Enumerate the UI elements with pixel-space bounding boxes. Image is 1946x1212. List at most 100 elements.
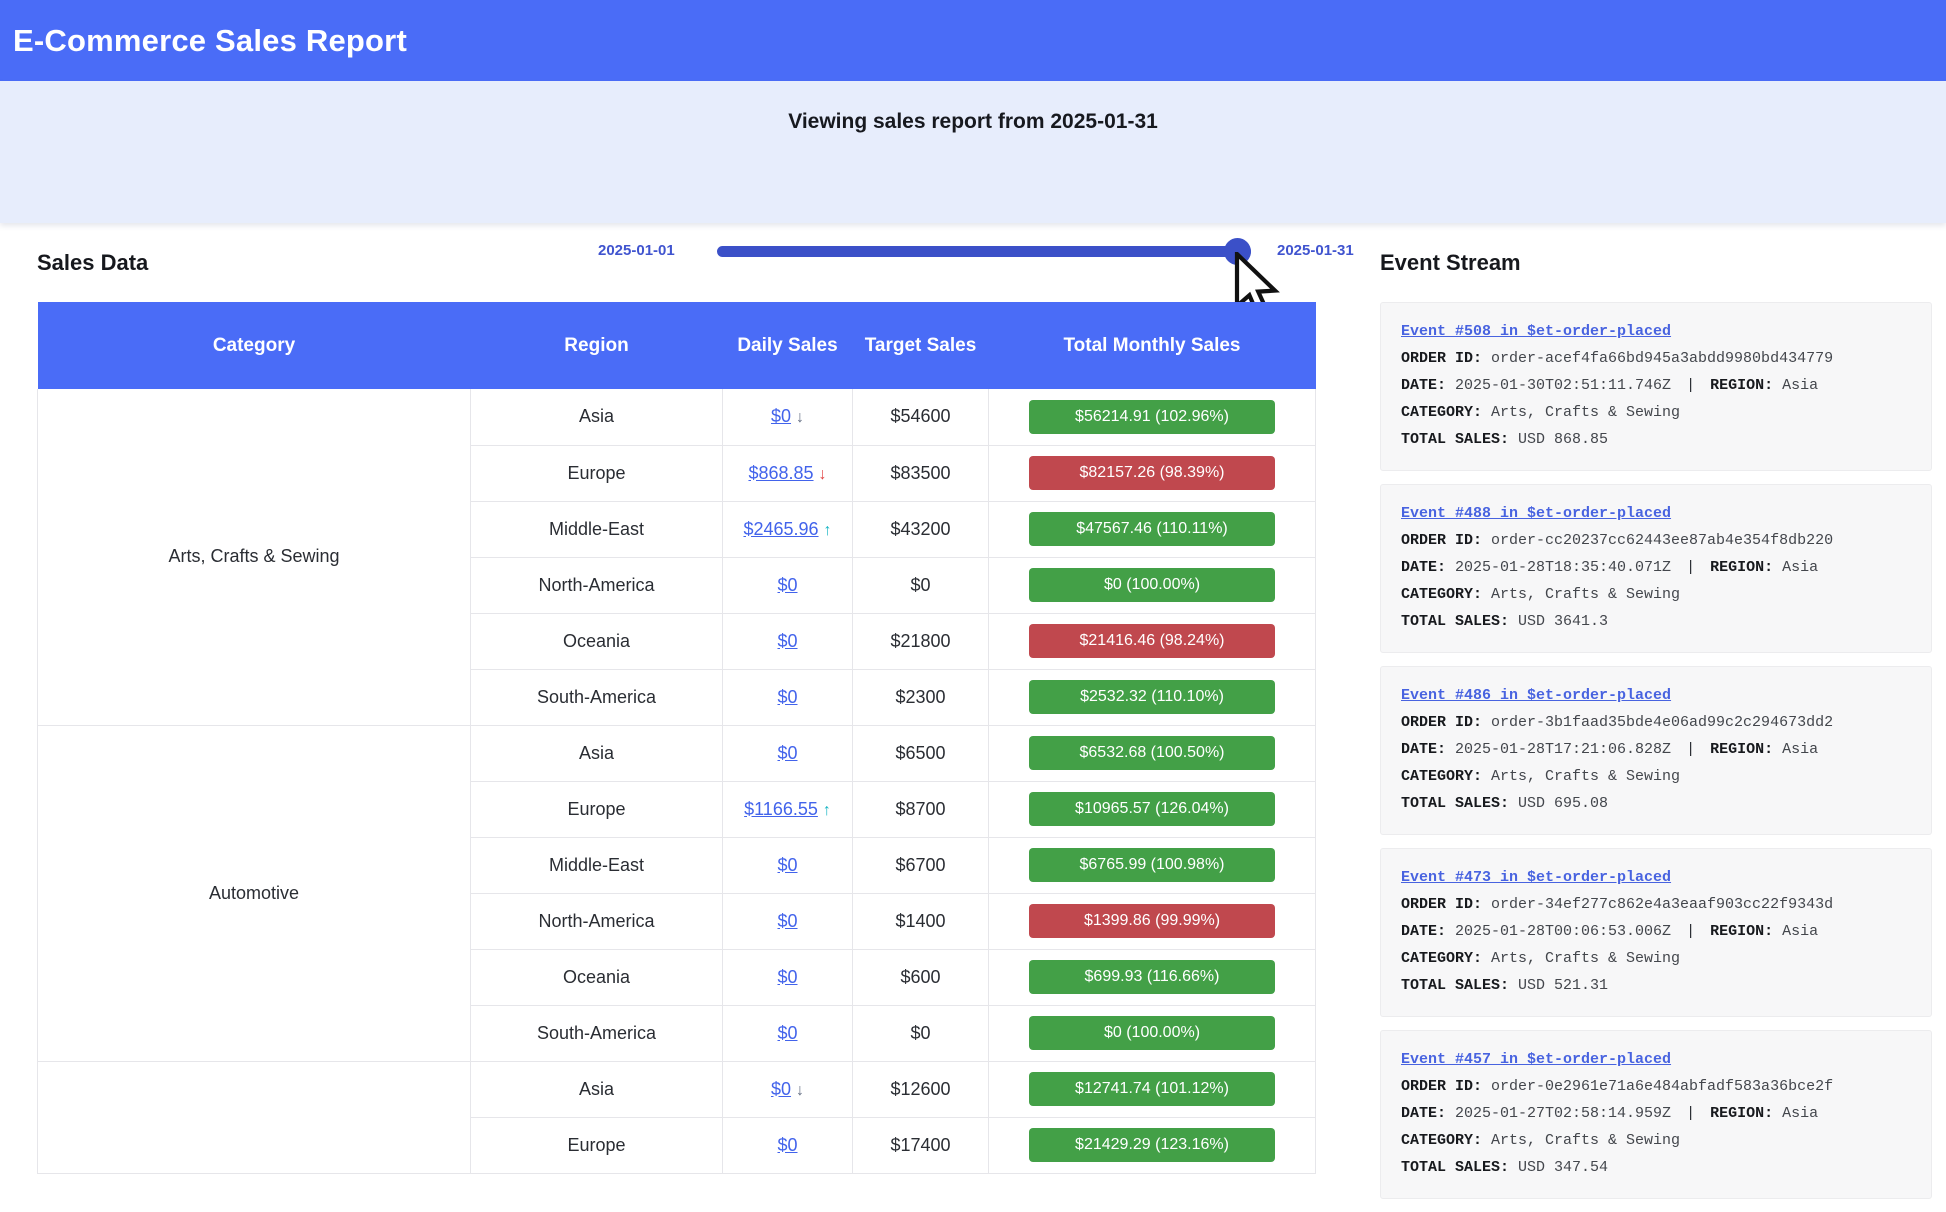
total-monthly-sales-cell: $6765.99 (100.98%) [988,836,1316,894]
target-sales-cell: $12600 [852,1060,989,1118]
daily-sales-cell: $0 [722,948,853,1006]
table-row: Oceania $0 $600 $699.93 (116.66%) [38,948,1316,1006]
order-id-label: ORDER ID: [1401,714,1483,731]
event-card: Event #457 in $et-order-placed ORDER ID: … [1380,1030,1932,1199]
total-monthly-sales-cell: $0 (100.00%) [988,556,1316,614]
event-list: Event #508 in $et-order-placed ORDER ID: … [1380,302,1932,1199]
daily-sales-link[interactable]: $0 [777,630,798,651]
daily-sales-link[interactable]: $0 [777,966,798,987]
app-header: E-Commerce Sales Report [0,0,1946,81]
daily-sales-cell: $2465.96 ↑ [722,500,853,558]
daily-sales-link[interactable]: $0 [777,742,798,763]
trend-down-icon: ↓ [796,1081,805,1099]
daily-sales-link[interactable]: $0 [777,1134,798,1155]
total-monthly-sales-cell: $56214.91 (102.96%) [988,389,1316,446]
category-label: CATEGORY: [1401,404,1483,421]
daily-sales-cell: $0 [722,556,853,614]
event-link[interactable]: Event #486 in $et-order-placed [1401,687,1672,704]
target-sales-cell: $0 [852,1004,989,1062]
total-monthly-sales-cell: $699.93 (116.66%) [988,948,1316,1006]
event-title-line: Event #486 in $et-order-placed [1401,682,1911,709]
region-cell: Asia [470,389,723,446]
sales-table-body: Arts, Crafts & Sewing Asia $0 ↓ $54600 $56214… [37,389,1316,1174]
date-label: DATE: [1401,559,1447,576]
daily-sales-link[interactable]: $868.85 [748,462,814,483]
table-row: Automotive Asia $0 $6500 $6532.68 (100.50%) [37,724,1316,1062]
daily-sales-link[interactable]: $0 [777,910,798,931]
slider-caption: Viewing sales report from 2025-01-31 [788,110,1158,133]
event-date-region-line: DATE: 2025-01-30T02:51:11.746Z | REGION:… [1401,377,1819,394]
region-label: REGION: [1710,741,1774,758]
event-category-line: CATEGORY: Arts, Crafts & Sewing [1401,404,1681,421]
table-row: Middle-East $2465.96 ↑ $43200 $47567.46 (110… [38,500,1316,558]
order-id-label: ORDER ID: [1401,896,1483,913]
target-sales-cell: $8700 [852,780,989,838]
region-label: REGION: [1710,1105,1774,1122]
event-order-id-line: ORDER ID: order-34ef277c862e4a3eaaf903cc… [1401,896,1834,913]
category-cell: Arts, Crafts & Sewing [37,389,471,726]
total-sales-label: TOTAL SALES: [1401,613,1510,630]
pipe-separator: | [1677,559,1705,576]
total-monthly-sales-cell: $47567.46 (110.11%) [988,500,1316,558]
total-monthly-sales-cell: $21416.46 (98.24%) [988,612,1316,670]
event-order-id-line: ORDER ID: order-cc20237cc62443ee87ab4e35… [1401,532,1834,549]
daily-sales-link[interactable]: $2465.96 [743,518,819,539]
event-link[interactable]: Event #488 in $et-order-placed [1401,505,1672,522]
date-label: DATE: [1401,1105,1447,1122]
total-monthly-sales-cell: $1399.86 (99.99%) [988,892,1316,950]
monthly-sales-badge: $2532.32 (110.10%) [1029,680,1275,714]
monthly-sales-badge: $47567.46 (110.11%) [1029,512,1275,546]
event-title-line: Event #488 in $et-order-placed [1401,500,1911,527]
event-order-id-line: ORDER ID: order-3b1faad35bde4e06ad99c2c2… [1401,714,1834,731]
event-stream-section: Event Stream Event #508 in $et-order-pla… [1380,250,1932,1212]
daily-sales-link[interactable]: $0 [777,1022,798,1043]
event-category-line: CATEGORY: Arts, Crafts & Sewing [1401,950,1681,967]
daily-sales-link[interactable]: $0 [777,574,798,595]
total-monthly-sales-cell: $82157.26 (98.39%) [988,444,1316,502]
event-link[interactable]: Event #508 in $et-order-placed [1401,323,1672,340]
daily-sales-link[interactable]: $0 [777,686,798,707]
monthly-sales-badge: $6532.68 (100.50%) [1029,736,1275,770]
column-header-daily-sales: Daily Sales [722,302,853,389]
event-link[interactable]: Event #473 in $et-order-placed [1401,869,1672,886]
event-title-line: Event #457 in $et-order-placed [1401,1046,1911,1073]
date-slider-track[interactable] [717,246,1251,257]
event-category-line: CATEGORY: Arts, Crafts & Sewing [1401,586,1681,603]
column-header-target-sales: Target Sales [852,302,989,389]
daily-sales-cell: $0 [722,836,853,894]
daily-sales-link[interactable]: $0 [777,854,798,875]
sales-table-header: Category Region Daily Sales Target Sales… [37,302,1316,389]
event-title-line: Event #473 in $et-order-placed [1401,864,1911,891]
total-sales-label: TOTAL SALES: [1401,1159,1510,1176]
trend-up-icon: ↑ [822,801,831,819]
slider-max-label: 2025-01-31 [1277,242,1354,259]
event-total-sales-line: TOTAL SALES: USD 521.31 [1401,977,1609,994]
region-cell: Europe [470,444,723,502]
event-card: Event #488 in $et-order-placed ORDER ID: … [1380,484,1932,653]
pipe-separator: | [1677,1105,1705,1122]
event-card: Event #486 in $et-order-placed ORDER ID: … [1380,666,1932,835]
total-monthly-sales-cell: $2532.32 (110.10%) [988,668,1316,726]
region-cell: South-America [470,1004,723,1062]
daily-sales-link[interactable]: $0 [770,406,792,427]
target-sales-cell: $17400 [852,1116,989,1174]
slider-min-label: 2025-01-01 [598,242,675,259]
daily-sales-link[interactable]: $0 [770,1078,792,1099]
daily-sales-cell: $1166.55 ↑ [722,780,853,838]
table-row: North-America $0 $1400 $1399.86 (99.99%) [38,892,1316,950]
event-card: Event #508 in $et-order-placed ORDER ID: … [1380,302,1932,471]
region-cell: Asia [470,1060,723,1118]
category-label: CATEGORY: [1401,768,1483,785]
table-row: Oceania $0 $21800 $21416.46 (98.24%) [38,612,1316,670]
event-link[interactable]: Event #457 in $et-order-placed [1401,1051,1672,1068]
event-date-region-line: DATE: 2025-01-28T18:35:40.071Z | REGION:… [1401,559,1819,576]
column-header-category: Category [37,302,471,389]
total-monthly-sales-cell: $6532.68 (100.50%) [988,724,1316,782]
monthly-sales-badge: $0 (100.00%) [1029,568,1275,602]
date-label: DATE: [1401,377,1447,394]
daily-sales-link[interactable]: $1166.55 [744,798,818,819]
table-row: Asia $0 ↓ $12600 $12741.74 (101.12%) [37,1060,1316,1174]
event-card: Event #473 in $et-order-placed ORDER ID: … [1380,848,1932,1017]
date-label: DATE: [1401,741,1447,758]
daily-sales-cell: $0 [722,612,853,670]
